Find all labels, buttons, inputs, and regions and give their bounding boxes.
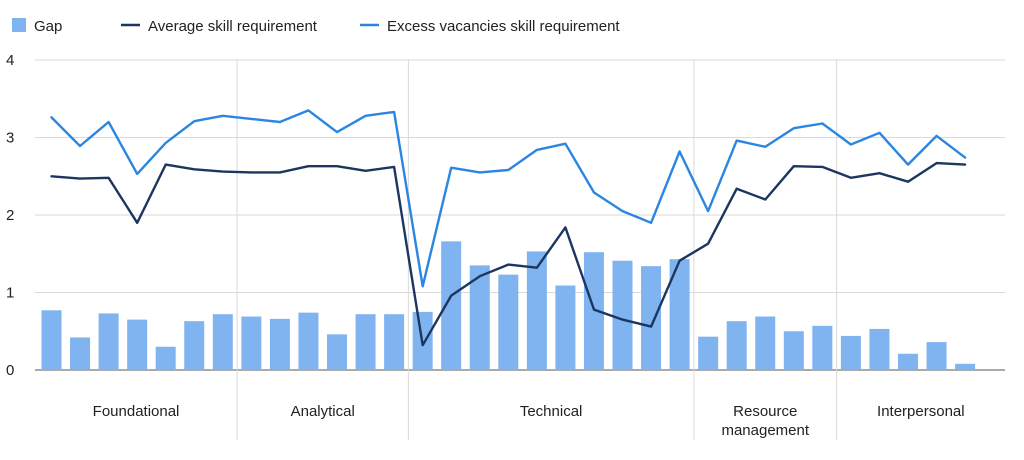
gap-bar: [70, 337, 91, 370]
gap-bar: [384, 314, 405, 370]
group-label: Technical: [520, 403, 583, 420]
gap-bar: [127, 319, 148, 370]
group-label: Resource management: [721, 403, 809, 439]
series-lines: [50, 109, 967, 347]
gap-bar: [441, 241, 462, 370]
gap-bar: [269, 318, 290, 370]
gap-bar: [298, 312, 319, 370]
legend: Gap Average skill requirement Excess vac…: [12, 18, 620, 35]
gap-bar: [726, 321, 747, 370]
gap-bar: [869, 328, 890, 370]
gap-bar: [469, 265, 490, 370]
legend-label-average: Average skill requirement: [148, 18, 318, 35]
gap-bar: [812, 325, 833, 370]
group-labels: Foundational Analytical Technical Resource m…: [93, 403, 965, 439]
group-label: Interpersonal: [877, 403, 965, 420]
gap-bar: [698, 336, 719, 370]
gridlines: [35, 59, 1005, 371]
group-label: Foundational: [93, 403, 180, 420]
legend-swatch-gap: [12, 18, 26, 32]
group-dividers: [236, 60, 838, 440]
gap-bar: [783, 331, 804, 370]
gap-bar: [241, 316, 262, 370]
y-tick-label: 1: [6, 285, 14, 302]
gap-bar: [41, 310, 62, 370]
legend-label-excess: Excess vacancies skill requirement: [387, 18, 620, 35]
gap-bar: [327, 334, 347, 370]
group-label-line: Analytical: [291, 403, 355, 420]
y-tick-label: 3: [6, 130, 14, 147]
gap-bar: [840, 335, 861, 370]
group-label: Analytical: [291, 403, 355, 420]
gap-bar: [184, 321, 205, 370]
group-label-line: Resource: [733, 403, 797, 420]
group-label-line: management: [721, 422, 809, 439]
gap-bar: [555, 285, 576, 370]
excess-vacancies-line: [50, 109, 967, 288]
gap-bar: [98, 313, 119, 370]
gap-bar: [898, 353, 918, 370]
gap-bar: [612, 260, 633, 370]
y-tick-label: 0: [6, 362, 14, 379]
gap-bar: [498, 274, 519, 370]
gap-bar: [583, 252, 604, 370]
group-label-line: Foundational: [93, 403, 180, 420]
gap-bar: [955, 363, 976, 370]
y-tick-label: 2: [6, 207, 14, 224]
gap-bar: [669, 259, 690, 370]
gap-bar: [755, 316, 776, 370]
gap-bar: [641, 266, 662, 370]
gap-bar: [355, 314, 376, 370]
gap-bar: [526, 251, 547, 370]
average-skill-line: [50, 161, 967, 347]
group-label-line: Technical: [520, 403, 583, 420]
gap-bar: [926, 342, 947, 370]
gap-bars: [41, 241, 976, 370]
group-label-line: Interpersonal: [877, 403, 965, 420]
y-tick-label: 4: [6, 52, 14, 69]
y-axis: 0 1 2 3 4: [6, 52, 14, 379]
gap-bar: [155, 346, 176, 370]
legend-label-gap: Gap: [34, 18, 62, 35]
gap-bar: [212, 314, 233, 370]
